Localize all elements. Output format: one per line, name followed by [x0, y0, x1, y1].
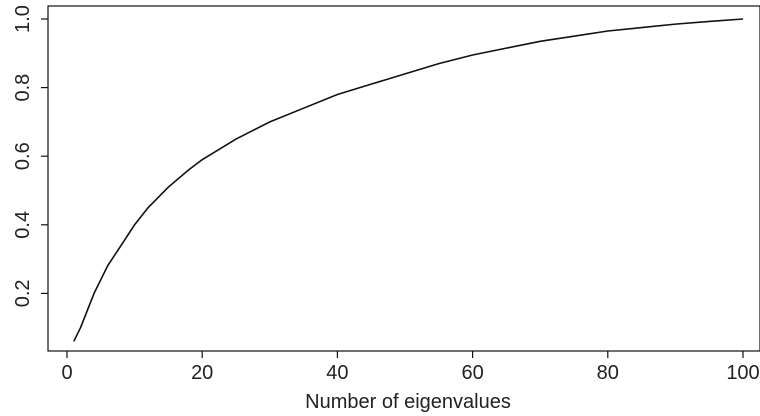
y-tick-label: 0.2 — [12, 279, 34, 307]
series-line-0 — [73, 18, 744, 342]
series-layer — [73, 18, 744, 342]
x-tick-label: 20 — [191, 362, 213, 384]
y-tick-label: 0.8 — [12, 74, 34, 102]
y-tick-label: 0.6 — [12, 142, 34, 170]
x-axis: 0 20 40 60 80 100 — [61, 351, 760, 384]
x-tick-label: 80 — [597, 362, 619, 384]
x-tick-label: 0 — [61, 362, 72, 384]
x-tick-label: 100 — [726, 362, 759, 384]
x-tick-label: 60 — [461, 362, 483, 384]
x-tick-label: 40 — [326, 362, 348, 384]
plot-frame — [47, 5, 760, 352]
y-axis: 0.2 0.4 0.6 0.8 1.0 — [12, 5, 48, 307]
y-tick-label: 0.4 — [12, 211, 34, 239]
y-tick-label: 1.0 — [12, 5, 34, 33]
x-axis-label: Number of eigenvalues — [305, 391, 511, 413]
